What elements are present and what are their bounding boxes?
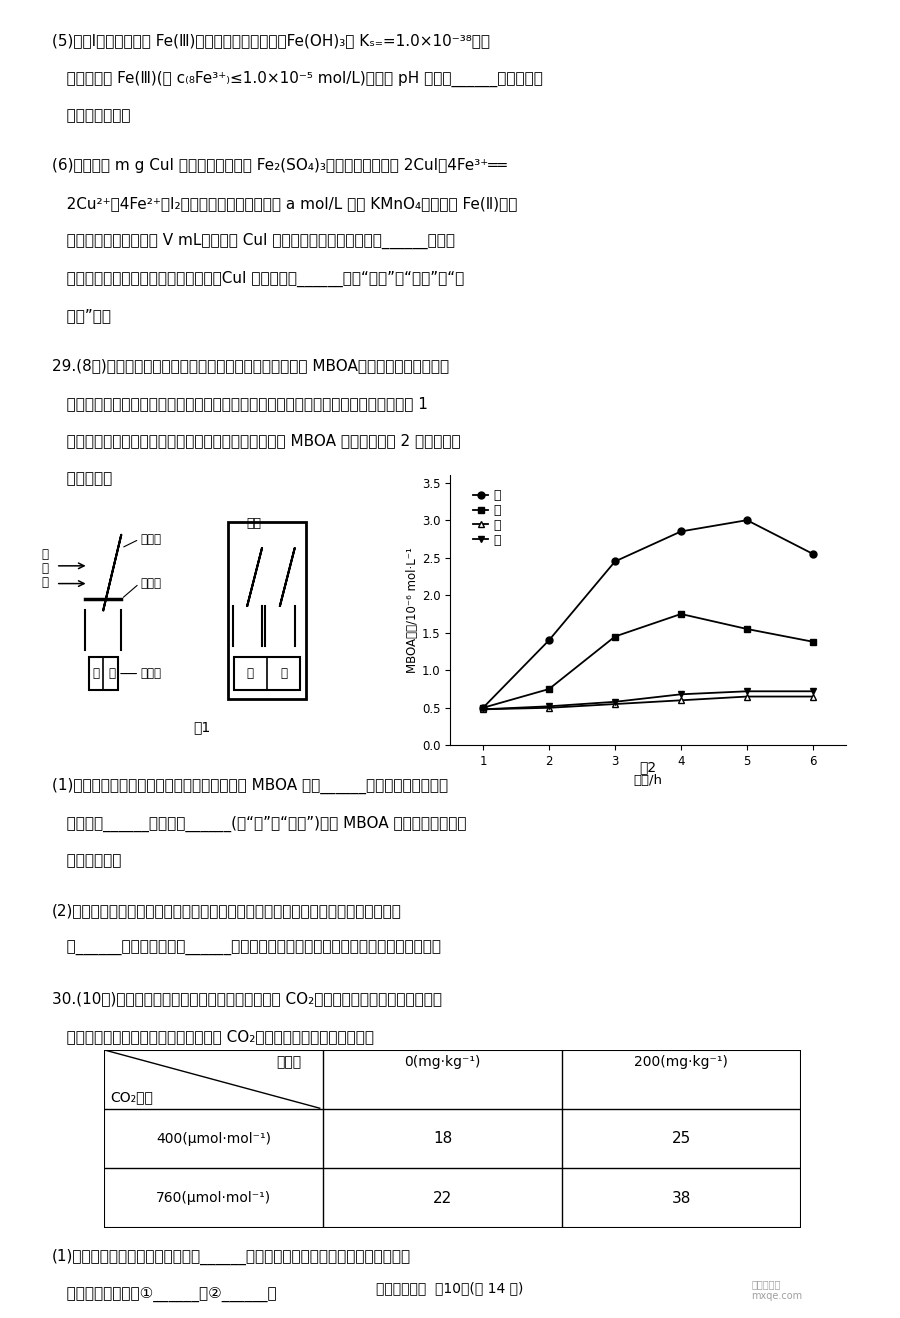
Text: 侧: 侧	[41, 561, 48, 575]
Text: 760(μmol·mol⁻¹): 760(μmol·mol⁻¹)	[156, 1191, 271, 1205]
Text: CO₂浓度: CO₂浓度	[111, 1090, 153, 1103]
Text: 了横向运输。: 了横向运输。	[52, 853, 122, 869]
Text: (6)准确称取 m g CuI 样品，加入足量的 Fe₂(SO₄)₃溶液，发生反应为 2CuI＋4Fe³⁺══: (6)准确称取 m g CuI 样品，加入足量的 Fe₂(SO₄)₃溶液，发生反…	[52, 158, 507, 173]
Text: 30.(10分)下表是某科研小组研究土壤施氮量和环境 CO₂浓度对植物光合速率影响的实验: 30.(10分)下表是某科研小组研究土壤施氮量和环境 CO₂浓度对植物光合速率影…	[52, 991, 442, 1006]
Text: 黑暗: 黑暗	[247, 517, 261, 530]
Text: 琅脂块: 琅脂块	[141, 667, 162, 680]
Text: (1)根据实验结果推测，光照对玉米胚芽鞘产生 MBOA 具有______作用，做出这种推测: (1)根据实验结果推测，光照对玉米胚芽鞘产生 MBOA 具有______作用，做…	[52, 778, 448, 795]
甲	[478, 700, 489, 716]
Text: 200(mg·kg⁻¹): 200(mg·kg⁻¹)	[634, 1056, 728, 1069]
Text: 29.(8分)有人提出一种假说，植物向光性是由于单射光引起 MBOA（植物自身产生的一种: 29.(8分)有人提出一种假说，植物向光性是由于单射光引起 MBOA（植物自身产…	[52, 358, 449, 373]
乙	[609, 629, 620, 645]
Text: 丁: 丁	[281, 667, 287, 680]
Text: 图2: 图2	[639, 759, 657, 774]
丙	[478, 701, 489, 717]
丁	[609, 693, 620, 709]
Text: 滴定前，酸式滴定管没有用标液润洗，CuI 的质量分数______（填“偏低”、“偏高”或“无: 滴定前，酸式滴定管没有用标液润洗，CuI 的质量分数______（填“偏低”、“…	[52, 270, 464, 287]
乙	[478, 700, 489, 716]
Text: 施氮量: 施氮量	[276, 1056, 302, 1069]
Text: 高考直通车
mxqe.com: 高考直通车 mxqe.com	[752, 1280, 803, 1301]
Text: 下列问题：: 下列问题：	[52, 471, 112, 486]
丙	[676, 692, 687, 708]
Bar	[228, 522, 306, 699]
Text: 途，可以概括为：①______；②______。: 途，可以概括为：①______；②______。	[52, 1286, 277, 1302]
Text: 图1: 图1	[193, 721, 210, 734]
Text: 400(μmol·mol⁻¹): 400(μmol·mol⁻¹)	[156, 1132, 271, 1145]
丁	[478, 701, 489, 717]
Text: 积以常温计）。: 积以常温计）。	[52, 108, 130, 123]
Text: 甲: 甲	[92, 667, 99, 680]
丁	[807, 683, 818, 699]
Text: 影响”）。: 影响”）。	[52, 308, 112, 323]
Y-axis label: MBOA浓度/10⁻⁶ mol·L⁻¹: MBOA浓度/10⁻⁶ mol·L⁻¹	[406, 547, 419, 673]
乙	[544, 681, 554, 697]
Text: 2Cu²⁺＋4Fe²⁺＋I₂，待样品完全反应后，用 a mol/L 酸性 KMnO₄溶液滴定 Fe(Ⅱ)，消: 2Cu²⁺＋4Fe²⁺＋I₂，待样品完全反应后，用 a mol/L 酸性 KMn…	[52, 195, 517, 211]
Text: 22: 22	[433, 1190, 452, 1206]
Text: 抑制生长的物质）分布不均匀引起的。为了验证此假说，研究人员利用玉米胚芽鞘和图 1: 抑制生长的物质）分布不均匀引起的。为了验证此假说，研究人员利用玉米胚芽鞘和图 1	[52, 395, 428, 411]
Text: 所示装置进行实验，测得甲、乙、丙、丁四个琅脂块中 MBOA 含量变化如图 2 所示。回答: 所示装置进行实验，测得甲、乙、丙、丁四个琅脂块中 MBOA 含量变化如图 2 所…	[52, 434, 461, 448]
Text: 38: 38	[671, 1190, 691, 1206]
丁	[676, 687, 687, 702]
甲	[742, 513, 752, 529]
Legend: 甲, 乙, 丙, 丁: 甲, 乙, 丙, 丁	[468, 484, 506, 552]
Text: 理科综合试题  第10页(共 14 页): 理科综合试题 第10页(共 14 页)	[376, 1281, 524, 1296]
Text: 0(mg·kg⁻¹): 0(mg·kg⁻¹)	[404, 1056, 481, 1069]
Text: 乙: 乙	[108, 667, 115, 680]
Line: 甲: 甲	[480, 517, 816, 712]
Text: 此分析除去 Fe(Ⅲ)(即 c₍₈Fe³⁺₎≤1.0×10⁻⁵ mol/L)应调节 pH 不小于______（水的离子: 此分析除去 Fe(Ⅲ)(即 c₍₈Fe³⁺₎≤1.0×10⁻⁵ mol/L)应调…	[52, 70, 543, 87]
Text: 单: 单	[41, 548, 48, 561]
甲	[609, 554, 620, 569]
Bar	[234, 656, 300, 689]
Text: 耗标液的体积平均値为 V mL。样品中 CuI 的质量分数的计算表达式为______；如果: 耗标液的体积平均値为 V mL。样品中 CuI 的质量分数的计算表达式为____…	[52, 233, 455, 249]
Text: (1)光合作用的光反应在叶绻体中的______进行。光合色素吸收的光能有两方面的用: (1)光合作用的光反应在叶绻体中的______进行。光合色素吸收的光能有两方面的…	[52, 1248, 411, 1265]
丁	[544, 699, 554, 714]
Line: 丙: 丙	[480, 693, 816, 713]
甲	[807, 546, 818, 561]
丙	[544, 700, 554, 716]
Text: 的依据是______。该实验______(填“能”或“不能”)证明 MBOA 在胚芽鞘尖端发生: 的依据是______。该实验______(填“能”或“不能”)证明 MBOA 在…	[52, 816, 467, 832]
Text: 光: 光	[41, 576, 48, 589]
Text: 结果，表中的数据是植物光合作用消耗 CO₂量的相对値。回答下列问题：: 结果，表中的数据是植物光合作用消耗 CO₂量的相对値。回答下列问题：	[52, 1028, 374, 1044]
Text: 是______。若实验结果为______，则说明植物向光性不是由生长素分布不均引起的。: 是______。若实验结果为______，则说明植物向光性不是由生长素分布不均引…	[52, 941, 441, 956]
甲	[676, 523, 687, 539]
丙	[742, 688, 752, 704]
甲	[544, 633, 554, 648]
Text: (5)溶液Ⅰ中通常含少量 Fe(Ⅲ)。已知该工业条件下，Fe(OH)₃的 Kₛ₌=1.0×10⁻³⁸，据: (5)溶液Ⅰ中通常含少量 Fe(Ⅲ)。已知该工业条件下，Fe(OH)₃的 Kₛ₌…	[52, 33, 490, 47]
Text: 云母片: 云母片	[141, 577, 162, 590]
乙	[676, 606, 687, 622]
丙	[609, 696, 620, 712]
乙	[807, 634, 818, 650]
Line: 乙: 乙	[480, 610, 816, 712]
丁	[742, 683, 752, 699]
乙	[742, 621, 752, 637]
Text: 胚芽鞘: 胚芽鞘	[141, 532, 162, 546]
Line: 丁: 丁	[480, 688, 816, 713]
丙	[807, 688, 818, 704]
Text: 丙: 丙	[247, 667, 254, 680]
Text: 18: 18	[433, 1131, 452, 1147]
Bar	[88, 656, 118, 689]
Text: (2)若要同时证明玉米胚芽鞘的向光性是否与生长素的分布有关，需要补充的实验步骤: (2)若要同时证明玉米胚芽鞘的向光性是否与生长素的分布有关，需要补充的实验步骤	[52, 903, 402, 919]
Text: 25: 25	[671, 1131, 691, 1147]
X-axis label: 时间/h: 时间/h	[634, 774, 662, 787]
